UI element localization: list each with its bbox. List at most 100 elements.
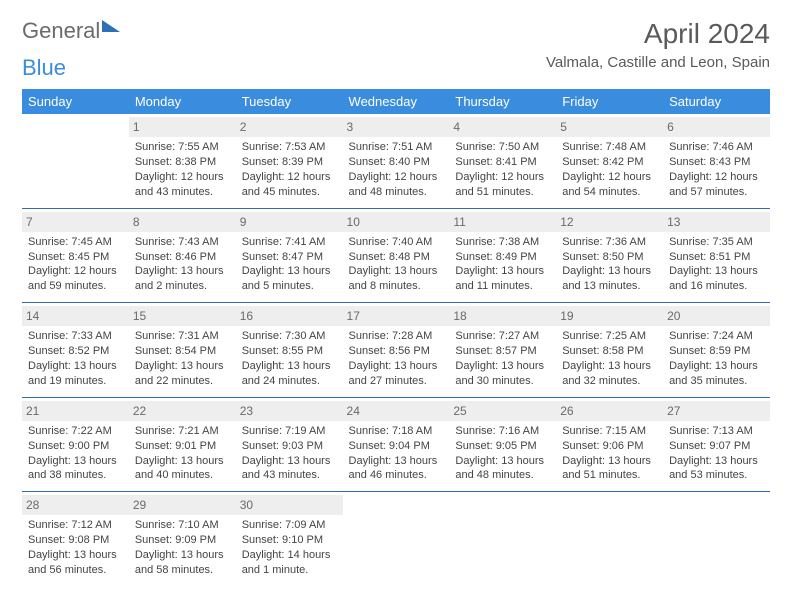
sunrise-text: Sunrise: 7:24 AM — [669, 329, 764, 344]
sunrise-text: Sunrise: 7:09 AM — [242, 518, 337, 533]
daylight-text: Daylight: 12 hours and 54 minutes. — [562, 170, 657, 200]
day-number: 24 — [343, 401, 450, 421]
sunrise-text: Sunrise: 7:15 AM — [562, 424, 657, 439]
calendar-cell: 13Sunrise: 7:35 AMSunset: 8:51 PMDayligh… — [663, 208, 770, 303]
day-number: 13 — [663, 212, 770, 232]
calendar-cell: 27Sunrise: 7:13 AMSunset: 9:07 PMDayligh… — [663, 397, 770, 492]
sunrise-text: Sunrise: 7:28 AM — [349, 329, 444, 344]
calendar-cell: . — [343, 492, 450, 586]
day-number: 21 — [22, 401, 129, 421]
daylight-text: Daylight: 13 hours and 22 minutes. — [135, 359, 230, 389]
calendar-page: General April 2024 Valmala, Castille and… — [0, 0, 792, 604]
sunset-text: Sunset: 9:08 PM — [28, 533, 123, 548]
daylight-text: Daylight: 13 hours and 56 minutes. — [28, 548, 123, 578]
sunrise-text: Sunrise: 7:31 AM — [135, 329, 230, 344]
day-number: 9 — [236, 212, 343, 232]
daylight-text: Daylight: 13 hours and 46 minutes. — [349, 454, 444, 484]
calendar-cell: 14Sunrise: 7:33 AMSunset: 8:52 PMDayligh… — [22, 303, 129, 398]
brand-part2: Blue — [22, 55, 66, 81]
daylight-text: Daylight: 13 hours and 8 minutes. — [349, 264, 444, 294]
title-block: April 2024 Valmala, Castille and Leon, S… — [546, 18, 770, 71]
day-number: 30 — [236, 495, 343, 515]
daylight-text: Daylight: 13 hours and 51 minutes. — [562, 454, 657, 484]
sunset-text: Sunset: 9:03 PM — [242, 439, 337, 454]
daylight-text: Daylight: 13 hours and 53 minutes. — [669, 454, 764, 484]
day-number: 29 — [129, 495, 236, 515]
calendar-head: SundayMondayTuesdayWednesdayThursdayFrid… — [22, 89, 770, 114]
calendar-body: .1Sunrise: 7:55 AMSunset: 8:38 PMDayligh… — [22, 114, 770, 586]
calendar-cell: 1Sunrise: 7:55 AMSunset: 8:38 PMDaylight… — [129, 114, 236, 208]
daylight-text: Daylight: 13 hours and 43 minutes. — [242, 454, 337, 484]
calendar-cell: 5Sunrise: 7:48 AMSunset: 8:42 PMDaylight… — [556, 114, 663, 208]
daylight-text: Daylight: 13 hours and 19 minutes. — [28, 359, 123, 389]
calendar-cell: 30Sunrise: 7:09 AMSunset: 9:10 PMDayligh… — [236, 492, 343, 586]
sunrise-text: Sunrise: 7:55 AM — [135, 140, 230, 155]
calendar-cell: 29Sunrise: 7:10 AMSunset: 9:09 PMDayligh… — [129, 492, 236, 586]
daylight-text: Daylight: 12 hours and 59 minutes. — [28, 264, 123, 294]
daylight-text: Daylight: 13 hours and 40 minutes. — [135, 454, 230, 484]
calendar-cell: 4Sunrise: 7:50 AMSunset: 8:41 PMDaylight… — [449, 114, 556, 208]
calendar-cell: 20Sunrise: 7:24 AMSunset: 8:59 PMDayligh… — [663, 303, 770, 398]
sunrise-text: Sunrise: 7:27 AM — [455, 329, 550, 344]
sunset-text: Sunset: 8:42 PM — [562, 155, 657, 170]
daylight-text: Daylight: 13 hours and 2 minutes. — [135, 264, 230, 294]
day-header: Tuesday — [236, 89, 343, 114]
sunset-text: Sunset: 8:43 PM — [669, 155, 764, 170]
day-number: 17 — [343, 306, 450, 326]
day-number: 22 — [129, 401, 236, 421]
sunrise-text: Sunrise: 7:12 AM — [28, 518, 123, 533]
daylight-text: Daylight: 12 hours and 57 minutes. — [669, 170, 764, 200]
day-header: Wednesday — [343, 89, 450, 114]
sunset-text: Sunset: 9:09 PM — [135, 533, 230, 548]
sunrise-text: Sunrise: 7:19 AM — [242, 424, 337, 439]
sunrise-text: Sunrise: 7:25 AM — [562, 329, 657, 344]
daylight-text: Daylight: 13 hours and 27 minutes. — [349, 359, 444, 389]
sunset-text: Sunset: 8:50 PM — [562, 250, 657, 265]
calendar-week: 21Sunrise: 7:22 AMSunset: 9:00 PMDayligh… — [22, 397, 770, 492]
calendar-cell: . — [22, 114, 129, 208]
day-number: 26 — [556, 401, 663, 421]
calendar-cell: 2Sunrise: 7:53 AMSunset: 8:39 PMDaylight… — [236, 114, 343, 208]
calendar-cell: 26Sunrise: 7:15 AMSunset: 9:06 PMDayligh… — [556, 397, 663, 492]
sunset-text: Sunset: 8:47 PM — [242, 250, 337, 265]
sunrise-text: Sunrise: 7:36 AM — [562, 235, 657, 250]
calendar-cell: . — [449, 492, 556, 586]
calendar-cell: 18Sunrise: 7:27 AMSunset: 8:57 PMDayligh… — [449, 303, 556, 398]
day-number: 7 — [22, 212, 129, 232]
calendar-cell: 9 Sunrise: 7:41 AMSunset: 8:47 PMDaylight… — [236, 208, 343, 303]
day-header: Sunday — [22, 89, 129, 114]
day-number: 4 — [449, 117, 556, 137]
calendar-cell: 24Sunrise: 7:18 AMSunset: 9:04 PMDayligh… — [343, 397, 450, 492]
sunrise-text: Sunrise: 7:41 AM — [242, 235, 337, 250]
sunrise-text: Sunrise: 7:35 AM — [669, 235, 764, 250]
daylight-text: Daylight: 13 hours and 5 minutes. — [242, 264, 337, 294]
calendar-cell: 19Sunrise: 7:25 AMSunset: 8:58 PMDayligh… — [556, 303, 663, 398]
day-number: 15 — [129, 306, 236, 326]
calendar-cell: . — [556, 492, 663, 586]
sunset-text: Sunset: 8:52 PM — [28, 344, 123, 359]
calendar-week: .1Sunrise: 7:55 AMSunset: 8:38 PMDayligh… — [22, 114, 770, 208]
day-number: 8 — [129, 212, 236, 232]
logo-triangle-icon — [102, 20, 120, 32]
sunset-text: Sunset: 8:57 PM — [455, 344, 550, 359]
sunset-text: Sunset: 8:39 PM — [242, 155, 337, 170]
brand-part1: General — [22, 18, 100, 44]
sunrise-text: Sunrise: 7:46 AM — [669, 140, 764, 155]
sunrise-text: Sunrise: 7:45 AM — [28, 235, 123, 250]
day-number: 2 — [236, 117, 343, 137]
day-number: 23 — [236, 401, 343, 421]
calendar-week: 14Sunrise: 7:33 AMSunset: 8:52 PMDayligh… — [22, 303, 770, 398]
month-title: April 2024 — [546, 18, 770, 50]
day-header: Friday — [556, 89, 663, 114]
calendar-cell: 11Sunrise: 7:38 AMSunset: 8:49 PMDayligh… — [449, 208, 556, 303]
sunset-text: Sunset: 8:59 PM — [669, 344, 764, 359]
sunrise-text: Sunrise: 7:40 AM — [349, 235, 444, 250]
sunrise-text: Sunrise: 7:30 AM — [242, 329, 337, 344]
sunrise-text: Sunrise: 7:13 AM — [669, 424, 764, 439]
calendar-cell: 25Sunrise: 7:16 AMSunset: 9:05 PMDayligh… — [449, 397, 556, 492]
day-number: 28 — [22, 495, 129, 515]
day-number: 19 — [556, 306, 663, 326]
calendar-week: 7Sunrise: 7:45 AMSunset: 8:45 PMDaylight… — [22, 208, 770, 303]
daylight-text: Daylight: 13 hours and 24 minutes. — [242, 359, 337, 389]
sunset-text: Sunset: 9:01 PM — [135, 439, 230, 454]
